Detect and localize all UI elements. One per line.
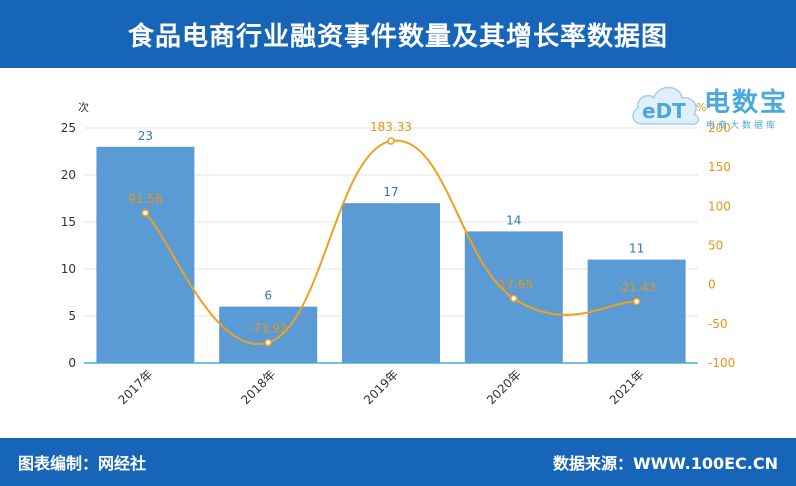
y-tick-label: 10 [61,262,76,276]
logo-subtitle: 电商大数据库 [706,121,779,131]
cloud-logo-icon: eDT [632,86,700,126]
x-tick-label: 2020年 [484,367,524,407]
y-tick-label: 5 [68,309,76,323]
bar-value-label: 23 [138,129,153,143]
y-tick-label: 15 [61,215,76,229]
y2-tick-label: -100 [708,356,735,370]
logo-cloud-text: eDT [642,99,686,123]
bar [219,306,318,363]
line-value-label: -21.43 [617,280,656,294]
x-tick-label: 2019年 [361,367,401,407]
logo: eDT 电数宝 电商大数据库 [628,72,796,134]
line-point [632,297,641,306]
growth-rate-line [144,139,637,346]
line-value-label: 91.56 [128,192,162,206]
line-point [264,338,272,347]
bar [587,259,686,363]
y-axis-label: 次 [78,100,89,114]
chart-footer: 图表编制：网经社 数据来源：WWW.100EC.CN [0,438,796,486]
line-point [141,209,150,217]
line-point [510,294,518,303]
logo-brand: 电数宝 [704,88,789,118]
y2-tick-label: 200 [708,121,731,135]
footer-source: 数据来源：WWW.100EC.CN [552,454,778,473]
chart-svg: 0 5 10 15 20 25次 -100 -50 0 50 100 150 200% 23 6 17 14 11… [61,100,736,407]
x-tick-label: 2018年 [238,367,278,407]
bar-value-label: 6 [264,289,272,303]
y2-axis-label: % [696,101,706,114]
x-tick-label: 2017年 [116,367,156,407]
chart-area: 0 5 10 15 20 25 次 -100 -50 0 50 100 150 200% 23 6 17 14 11… [0,68,796,438]
y2-tick-label: -50 [708,317,728,331]
y2-tick-label: 0 [708,278,716,292]
bar-value-label: 11 [629,242,644,256]
y-tick-label: 25 [61,121,76,135]
line-value-label: 183.33 [370,120,412,134]
y2-tick-label: 100 [708,199,731,213]
line-point [387,137,395,145]
y-tick-label: 20 [61,168,76,182]
y2-tick-label: 150 [708,160,731,174]
bar [96,146,195,363]
y2-tick-label: 50 [708,239,723,253]
line-value-label: -17.65 [494,277,533,291]
chart-title: 食品电商行业融资事件数量及其增长率数据图 [127,21,668,52]
chart-header: 食品电商行业融资事件数量及其增长率数据图 [0,0,796,68]
y-tick-label: 0 [68,356,76,370]
bar-value-label: 17 [383,185,398,199]
x-tick-label: 2021年 [607,367,647,407]
footer-credit: 图表编制：网经社 [18,454,147,473]
line-value-label: -73.92 [249,322,288,336]
bar-value-label: 14 [506,213,521,227]
bar [342,203,440,363]
